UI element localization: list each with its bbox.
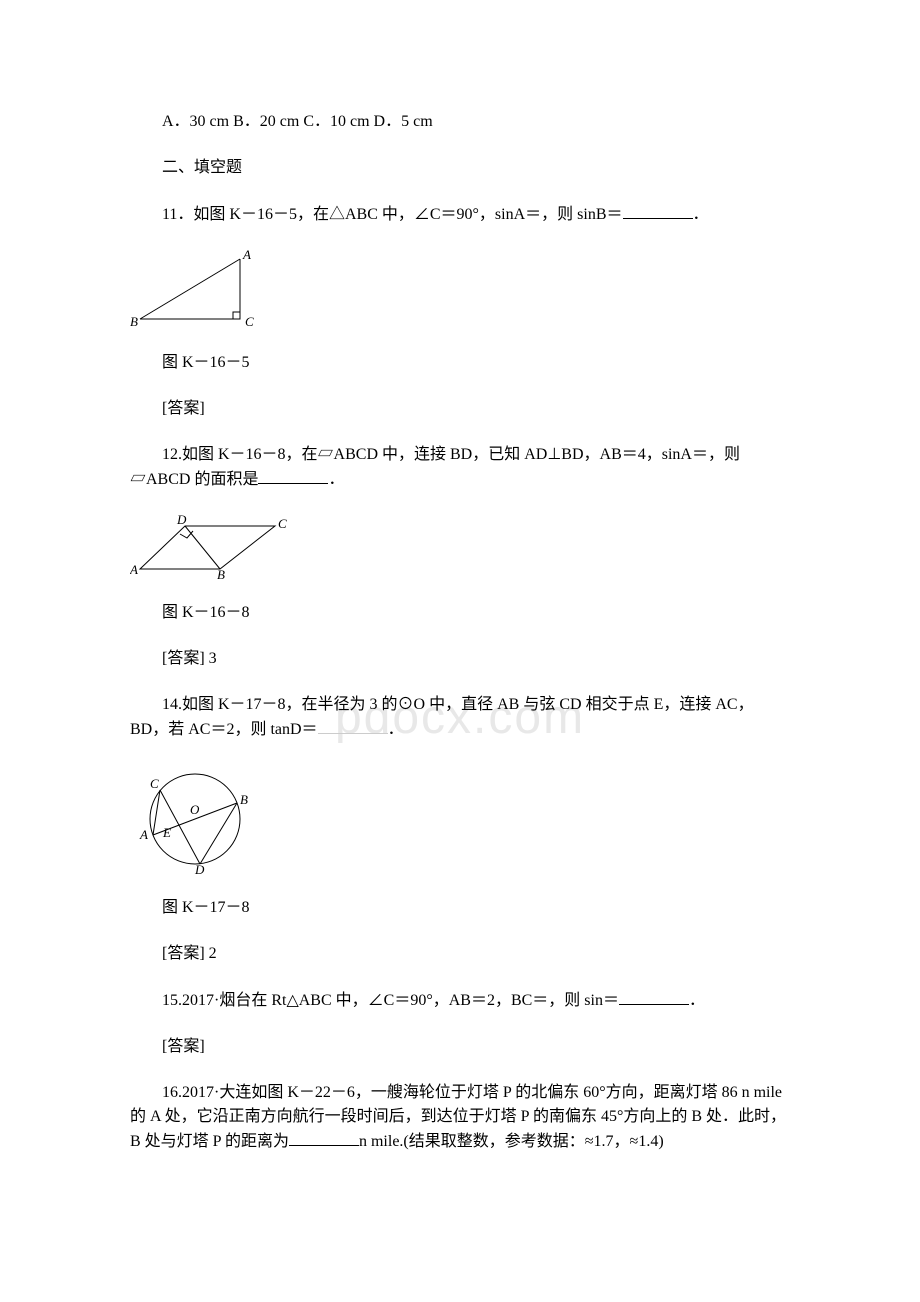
q11-figure-label: 图 K－16－5	[130, 351, 790, 375]
q12-figure-label: 图 K－16－8	[130, 601, 790, 625]
q14-label-O: O	[190, 802, 200, 817]
q14-label-D: D	[194, 862, 205, 874]
q14-figure: A B C D E O	[130, 764, 790, 874]
q15-blank	[619, 988, 689, 1005]
q11-text: 11．如图 K－16－5，在△ABC 中，∠C＝90°，sinA＝，则 sinB…	[130, 202, 790, 227]
q16-text: 16.2017·大连如图 K－22－6，一艘海轮位于灯塔 P 的北偏东 60°方…	[130, 1081, 790, 1154]
q14-text-body: 14.如图 K－17－8，在半径为 3 的⊙O 中，直径 AB 与弦 CD 相交…	[130, 696, 754, 738]
section-2-heading: 二、填空题	[130, 156, 790, 180]
q14-label-A: A	[139, 827, 148, 842]
q12-label-A: A	[130, 562, 138, 577]
q16-text-b: n mile.(结果取整数，参考数据：≈1.7，≈1.4)	[359, 1133, 664, 1150]
q11-blank	[623, 202, 693, 219]
q11-label-C: C	[245, 314, 254, 329]
q15-text: 15.2017·烟台在 Rt△ABC 中，∠C＝90°，AB＝2，BC＝，则 s…	[130, 988, 790, 1013]
q11-answer: [答案]	[130, 397, 790, 421]
q11-text-after: ．	[693, 206, 709, 223]
q12-answer: [答案] 3	[130, 647, 790, 671]
q14-blank	[318, 717, 388, 734]
q11-figure: A B C	[130, 249, 790, 329]
q11-label-A: A	[242, 249, 251, 262]
q12-figure: A B C D	[130, 514, 790, 579]
q12-text: 12.如图 K－16－8，在▱ABCD 中，连接 BD，已知 AD⊥BD，AB＝…	[130, 443, 790, 492]
q12-blank	[258, 467, 328, 484]
q15-text-body: 15.2017·烟台在 Rt△ABC 中，∠C＝90°，AB＝2，BC＝，则 s…	[162, 992, 619, 1009]
q15-text-after: ．	[689, 992, 705, 1009]
q14-text-after: ．	[388, 721, 404, 738]
q11-text-body: 11．如图 K－16－5，在△ABC 中，∠C＝90°，sinA＝，则 sinB…	[162, 206, 623, 223]
q10-options: A．30 cm B．20 cm C．10 cm D．5 cm	[130, 110, 790, 134]
q14-label-C: C	[150, 776, 159, 791]
q12-label-D: D	[176, 514, 187, 527]
q16-blank	[289, 1129, 359, 1146]
q14-label-B: B	[240, 792, 248, 807]
q12-label-C: C	[278, 516, 287, 531]
q14-label-E: E	[162, 825, 171, 840]
q15-answer: [答案]	[130, 1035, 790, 1059]
q14-figure-label: 图 K－17－8	[130, 896, 790, 920]
q14-answer: [答案] 2	[130, 942, 790, 966]
q12-text-after: ．	[328, 471, 344, 488]
q12-text-body: 12.如图 K－16－8，在▱ABCD 中，连接 BD，已知 AD⊥BD，AB＝…	[130, 446, 740, 488]
q12-label-B: B	[217, 567, 225, 579]
q14-text: 14.如图 K－17－8，在半径为 3 的⊙O 中，直径 AB 与弦 CD 相交…	[130, 693, 790, 742]
q11-label-B: B	[130, 314, 138, 329]
